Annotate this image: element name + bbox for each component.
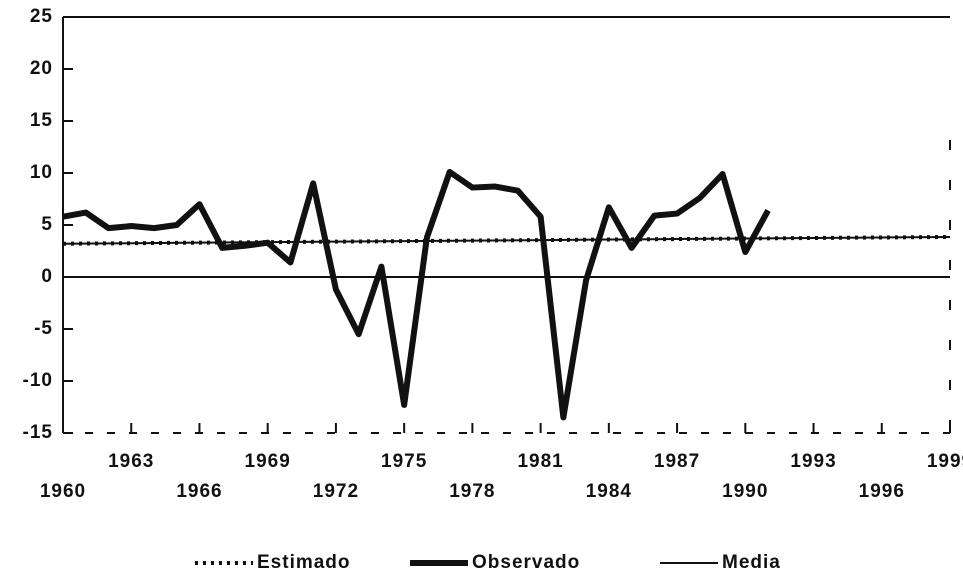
y-tick-label: 25	[30, 6, 53, 27]
y-tick-label: 20	[30, 58, 53, 79]
y-tick-label: 0	[41, 266, 53, 287]
x-tick-label: 1993	[790, 451, 836, 472]
legend-label: Media	[722, 552, 781, 573]
y-tick-label: -15	[23, 422, 53, 443]
x-tick-label: 1975	[381, 451, 427, 472]
x-tick-label: 1963	[108, 451, 154, 472]
legend-label: Estimado	[257, 552, 351, 573]
x-tick-label: 1972	[313, 481, 359, 502]
y-tick-label: -10	[23, 370, 53, 391]
x-tick-label: 1981	[517, 451, 563, 472]
x-tick-label: 1987	[654, 451, 700, 472]
y-tick-label: -5	[34, 318, 53, 339]
x-tick-label: 1969	[245, 451, 291, 472]
x-tick-label: 1999	[927, 451, 963, 472]
x-tick-label: 1966	[176, 481, 222, 502]
x-tick-label: 1978	[449, 481, 495, 502]
x-tick-label: 1996	[859, 481, 905, 502]
series-line	[62, 168, 771, 421]
x-tick-label: 1990	[722, 481, 768, 502]
series-line-core	[62, 235, 951, 245]
x-tick-label: 1960	[40, 481, 86, 502]
legend-label: Observado	[472, 552, 580, 573]
y-tick-label: 10	[30, 162, 53, 183]
y-tick-label: 5	[41, 214, 53, 235]
y-tick-label: 15	[30, 110, 53, 131]
x-tick-label: 1984	[586, 481, 632, 502]
